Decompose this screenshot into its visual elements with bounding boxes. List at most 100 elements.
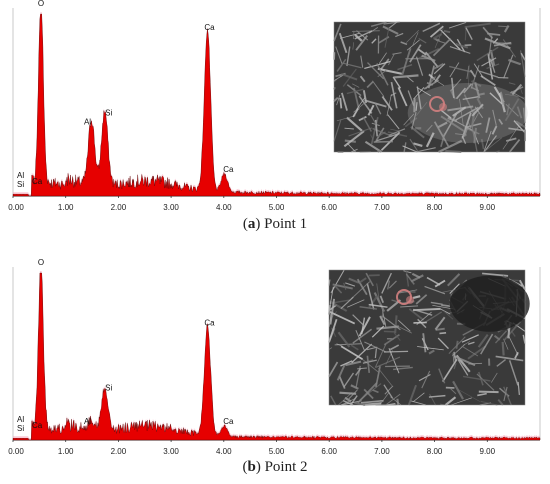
sem-fiber bbox=[362, 402, 382, 407]
sem-fiber bbox=[459, 98, 464, 127]
peak-label-si-1: Si bbox=[17, 424, 24, 433]
caption-a: (a) Point 1 bbox=[242, 216, 308, 232]
sem-fiber bbox=[333, 75, 342, 83]
sem-fiber bbox=[392, 76, 402, 89]
x-tick-label: 3.00 bbox=[163, 447, 179, 456]
sem-fiber bbox=[341, 73, 358, 81]
x-tick-label: 4.00 bbox=[216, 203, 232, 212]
sem-fiber bbox=[357, 382, 378, 404]
sem-fiber bbox=[405, 273, 415, 285]
sem-fiber bbox=[407, 90, 415, 106]
sem-fiber bbox=[461, 135, 467, 144]
sem-fiber bbox=[410, 274, 424, 283]
sem-micrograph-inset bbox=[333, 21, 528, 154]
sem-fiber bbox=[440, 109, 452, 119]
sem-fiber bbox=[340, 296, 354, 310]
sem-fiber bbox=[488, 35, 493, 58]
sem-fiber bbox=[328, 361, 339, 378]
sem-fiber bbox=[471, 125, 478, 153]
sem-fiber bbox=[418, 373, 431, 382]
sem-fiber bbox=[421, 370, 431, 389]
sem-fiber bbox=[481, 57, 497, 67]
sem-fiber bbox=[350, 281, 371, 300]
sem-fiber bbox=[382, 25, 399, 35]
spectrum-area bbox=[12, 13, 541, 197]
sem-fiber bbox=[333, 119, 342, 142]
sem-fiber bbox=[375, 356, 401, 369]
sem-fiber bbox=[374, 102, 382, 115]
sem-fiber bbox=[495, 355, 524, 362]
sem-fiber bbox=[452, 380, 464, 400]
sem-fiber bbox=[434, 28, 444, 49]
sem-fiber bbox=[522, 334, 526, 344]
sem-fiber bbox=[515, 120, 526, 128]
sem-fiber bbox=[417, 318, 427, 329]
sem-fiber bbox=[338, 392, 353, 406]
sem-fiber bbox=[379, 315, 386, 326]
sem-fiber bbox=[458, 389, 481, 402]
sem-fiber bbox=[506, 103, 510, 116]
sem-fiber bbox=[359, 75, 366, 83]
sem-fiber bbox=[428, 349, 435, 355]
sem-shadow bbox=[449, 275, 530, 332]
sem-fiber bbox=[415, 56, 424, 76]
sem-fiber bbox=[461, 112, 472, 139]
sem-fiber bbox=[412, 295, 421, 299]
sem-fiber bbox=[412, 32, 419, 45]
sem-fiber bbox=[438, 139, 463, 153]
x-tick-label: 9.00 bbox=[480, 203, 496, 212]
sem-fiber bbox=[489, 92, 503, 105]
sem-fiber bbox=[350, 384, 359, 390]
sem-fiber bbox=[413, 307, 441, 312]
sem-fiber bbox=[346, 88, 364, 95]
sem-fiber bbox=[482, 26, 494, 39]
sem-fiber bbox=[335, 46, 343, 65]
sem-fiber bbox=[503, 386, 512, 406]
sem-fiber bbox=[393, 74, 419, 79]
sem-fiber bbox=[514, 351, 519, 359]
x-tick-label: 1.00 bbox=[58, 203, 74, 212]
sem-fiber bbox=[383, 384, 394, 399]
sem-fiber bbox=[338, 32, 348, 54]
sem-fiber bbox=[441, 304, 451, 308]
sem-fiber bbox=[329, 310, 356, 325]
x-tick-label: 3.00 bbox=[163, 203, 179, 212]
sem-fiber bbox=[341, 92, 348, 111]
sem-fiber bbox=[360, 399, 384, 404]
sem-fiber bbox=[367, 104, 375, 116]
sem-fiber bbox=[480, 400, 498, 406]
sem-fiber bbox=[342, 400, 354, 406]
sem-fiber bbox=[467, 121, 471, 130]
sem-fiber bbox=[503, 320, 522, 342]
sem-fiber bbox=[426, 276, 441, 286]
x-tick-label: 0.00 bbox=[8, 447, 24, 456]
sem-fiber bbox=[374, 119, 378, 137]
sem-fiber bbox=[508, 335, 519, 356]
sem-fiber bbox=[502, 126, 519, 150]
x-tick-label: 5.00 bbox=[269, 203, 285, 212]
sem-fiber bbox=[381, 95, 393, 111]
sem-fiber bbox=[477, 392, 487, 397]
sem-fiber bbox=[463, 83, 473, 94]
sem-fiber bbox=[434, 279, 446, 288]
sem-fiber bbox=[352, 30, 355, 40]
sem-fiber bbox=[415, 147, 436, 153]
sem-fiber bbox=[443, 310, 454, 320]
sem-fiber bbox=[406, 29, 420, 43]
sem-fiber bbox=[467, 345, 487, 360]
sem-fiber bbox=[376, 325, 399, 330]
sem-fiber bbox=[449, 283, 460, 294]
sem-fiber bbox=[437, 337, 449, 350]
sem-fiber bbox=[508, 58, 522, 66]
sem-fiber bbox=[462, 375, 491, 382]
sem-fiber bbox=[342, 62, 362, 69]
sem-fiber bbox=[375, 127, 385, 141]
peak-label-al-0: Al bbox=[17, 415, 24, 424]
sem-fiber bbox=[381, 315, 401, 331]
sem-fiber bbox=[409, 138, 419, 152]
sem-fiber bbox=[448, 21, 467, 29]
sem-fiber bbox=[396, 398, 400, 406]
sem-fiber bbox=[479, 70, 499, 78]
caption-text-b: Point 2 bbox=[264, 459, 308, 475]
sem-fiber bbox=[432, 33, 443, 40]
